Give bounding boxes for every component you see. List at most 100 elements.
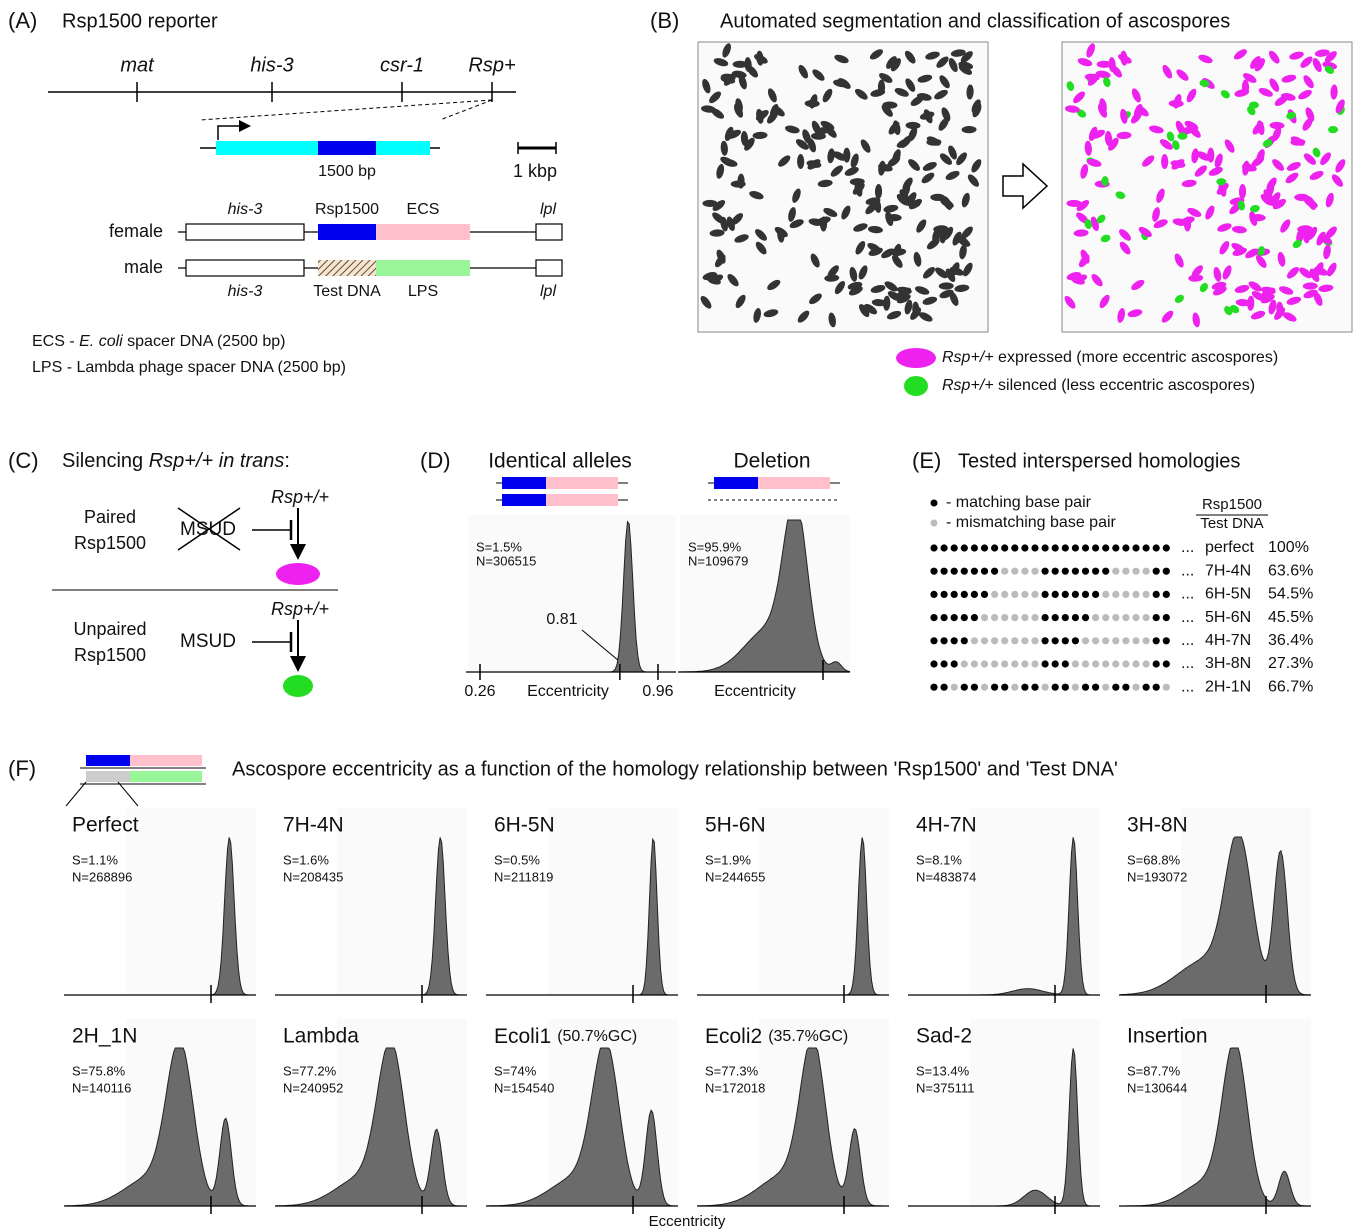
ascospore bbox=[1282, 312, 1297, 322]
ascospore bbox=[1299, 267, 1312, 279]
base-dot bbox=[1122, 637, 1130, 645]
ascospore bbox=[1152, 207, 1160, 222]
plot-title: 2H_1N bbox=[72, 1025, 137, 1048]
ascospore bbox=[807, 159, 821, 170]
legend-swatch bbox=[896, 348, 936, 368]
ascospore bbox=[1231, 225, 1247, 234]
base-dot bbox=[1122, 567, 1130, 575]
ascospore bbox=[1229, 305, 1240, 314]
mini-rsp bbox=[502, 477, 546, 489]
base-dot bbox=[970, 590, 979, 599]
stat-s: S=1.5% bbox=[476, 539, 522, 554]
stat-s: S=68.8% bbox=[1127, 852, 1181, 867]
ascospore bbox=[767, 110, 778, 124]
base-dot bbox=[940, 567, 948, 575]
base-dot bbox=[1071, 544, 1079, 552]
ascospore bbox=[1272, 159, 1284, 171]
ascospore bbox=[812, 69, 825, 81]
ascospore bbox=[1297, 225, 1313, 233]
plot-title: 7H-4N bbox=[283, 814, 344, 837]
ascospore bbox=[841, 205, 851, 220]
ascospore bbox=[879, 73, 893, 83]
base-dot bbox=[1142, 590, 1150, 599]
ascospore bbox=[709, 229, 725, 237]
msud-label: MSUD bbox=[180, 631, 236, 652]
base-dot bbox=[930, 544, 938, 552]
base-dot bbox=[1051, 683, 1059, 691]
ascospore bbox=[1265, 183, 1275, 199]
ascospore bbox=[1262, 139, 1273, 148]
ascospore bbox=[1286, 296, 1302, 305]
ascospore bbox=[834, 54, 849, 64]
ascospore bbox=[1196, 151, 1211, 161]
ascospore bbox=[1192, 312, 1200, 328]
base-dot bbox=[940, 637, 948, 645]
base-dot bbox=[950, 660, 958, 668]
base-dot bbox=[1112, 567, 1120, 575]
base-dot bbox=[1132, 567, 1140, 575]
base-dot bbox=[1031, 590, 1039, 599]
ascospore bbox=[1290, 138, 1306, 146]
row-pct: 54.5% bbox=[1268, 586, 1313, 603]
row-name: 4H-7N bbox=[1205, 632, 1251, 649]
panel-label: (B) bbox=[650, 8, 679, 33]
ascospore bbox=[894, 87, 909, 97]
ascospore bbox=[910, 307, 922, 320]
ascospore bbox=[850, 153, 859, 169]
stat-s: S=1.6% bbox=[283, 852, 329, 867]
ascospore bbox=[1306, 226, 1318, 241]
ascospore bbox=[1234, 89, 1250, 97]
ascospore bbox=[1076, 200, 1090, 212]
note-part: LPS - Lambda phage spacer DNA (2500 bp) bbox=[32, 359, 346, 376]
base-dot bbox=[991, 590, 999, 599]
ascospore bbox=[892, 149, 901, 164]
base-dot bbox=[1011, 614, 1019, 622]
base-dot bbox=[970, 614, 979, 622]
ascospore bbox=[948, 58, 958, 73]
ascospore bbox=[916, 219, 927, 233]
ascospore bbox=[733, 103, 744, 118]
ascospore bbox=[767, 88, 777, 103]
ascospore bbox=[1235, 299, 1251, 307]
base-dot bbox=[1112, 637, 1120, 645]
ascospore bbox=[1222, 265, 1232, 280]
ascospore bbox=[1119, 229, 1131, 241]
ascospore bbox=[936, 56, 949, 68]
base-dot bbox=[1031, 544, 1039, 552]
ascospore bbox=[1084, 73, 1100, 81]
plot-title: Deletion bbox=[733, 450, 810, 473]
ascospore bbox=[874, 183, 883, 199]
base-dot bbox=[1071, 590, 1079, 599]
x-axis-label: Eccentricity bbox=[714, 683, 796, 700]
ascospore bbox=[844, 166, 859, 176]
row-label: female bbox=[109, 221, 163, 241]
ascospore bbox=[1131, 279, 1145, 291]
ascospore bbox=[753, 308, 762, 323]
stat-n: N=208435 bbox=[283, 869, 343, 884]
locus-label: mat bbox=[120, 54, 155, 76]
ascospore bbox=[716, 249, 726, 264]
ascospore bbox=[878, 160, 886, 176]
mini-test bbox=[86, 771, 130, 782]
ascospore bbox=[867, 242, 881, 253]
ascospore bbox=[1313, 291, 1323, 306]
ascospore bbox=[722, 43, 731, 58]
stat-s: S=95.9% bbox=[688, 539, 742, 554]
insert-flank bbox=[376, 141, 430, 155]
ellipsis: ... bbox=[1181, 609, 1194, 626]
ascospore bbox=[962, 262, 973, 277]
base-dot bbox=[1081, 683, 1090, 691]
ascospore bbox=[1211, 281, 1227, 290]
ascospore bbox=[883, 295, 891, 311]
ascospore bbox=[737, 173, 745, 189]
ascospore bbox=[830, 165, 843, 177]
base-dot bbox=[1071, 637, 1079, 645]
ascospore bbox=[797, 310, 810, 323]
ascospore bbox=[1254, 58, 1265, 72]
base-dot bbox=[1011, 544, 1019, 552]
ascospore bbox=[897, 287, 912, 298]
ascospore bbox=[1269, 121, 1285, 130]
ascospore bbox=[852, 183, 865, 195]
ascospore bbox=[1281, 74, 1297, 83]
base-dot bbox=[930, 614, 938, 622]
